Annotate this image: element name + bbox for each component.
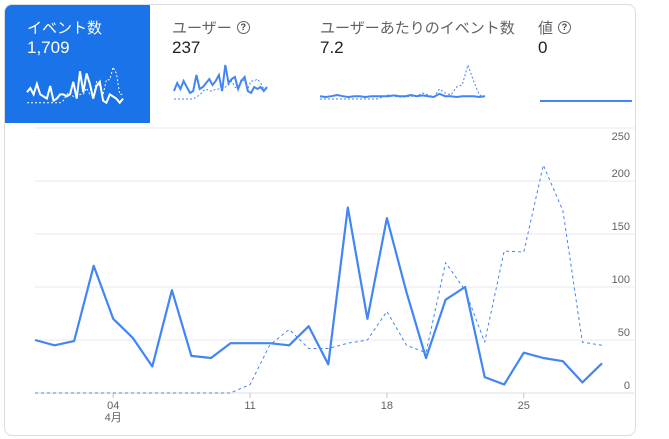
tab-events-per-user[interactable]: ユーザーあたりのイベント数 7.2 xyxy=(298,5,516,123)
sparkline-current-period xyxy=(26,71,124,105)
y-tick-label: 50 xyxy=(618,327,630,339)
sparkline-events-per-user xyxy=(319,63,486,100)
y-tick-label: 250 xyxy=(612,131,630,143)
tab-value: 237 xyxy=(172,38,201,57)
tab-users[interactable]: ユーザー? 237 xyxy=(150,5,298,123)
tab-value: 7.2 xyxy=(320,38,344,57)
tab-label: 値? xyxy=(538,17,572,38)
tab-label: イベント数 xyxy=(27,20,103,37)
series-line-previous-period xyxy=(35,164,603,394)
series-line-current-period xyxy=(34,206,603,386)
y-tick-label: 200 xyxy=(612,168,630,180)
tab-value-metric[interactable]: 値? 0 xyxy=(516,5,635,123)
help-icon[interactable]: ? xyxy=(236,21,250,34)
sparkline-current-period xyxy=(319,92,486,99)
tab-label: ユーザーあたりのイベント数 xyxy=(320,20,515,37)
help-icon[interactable]: ? xyxy=(558,21,572,34)
metric-tabs: イベント数 1,709 ユーザー? 237 ユーザーあたりのイベント数 7.2 … xyxy=(5,5,635,123)
x-tick-sublabel: 4月 xyxy=(105,412,122,424)
y-tick-label: 150 xyxy=(612,221,630,233)
x-tick-label: 25 xyxy=(518,400,530,412)
y-tick-label: 100 xyxy=(612,274,630,286)
sparkline-users xyxy=(173,64,268,100)
tab-event-count[interactable]: イベント数 1,709 xyxy=(5,5,150,123)
x-tick-label: 18 xyxy=(381,400,393,412)
x-tick-label: 11 xyxy=(244,400,255,412)
sparkline-current-period xyxy=(173,64,268,95)
sparkline-previous-period xyxy=(27,65,123,104)
sparkline-event-count xyxy=(26,65,124,105)
tab-value: 0 xyxy=(538,38,548,57)
sparkline-previous-period xyxy=(320,63,486,100)
tab-value: 1,709 xyxy=(27,38,70,57)
x-tick-label: 04 xyxy=(107,400,119,412)
y-tick-label: 0 xyxy=(624,380,630,392)
sparkline-previous-period xyxy=(174,78,267,100)
tab-label: ユーザー? xyxy=(172,17,250,38)
sparkline-value xyxy=(540,100,632,102)
